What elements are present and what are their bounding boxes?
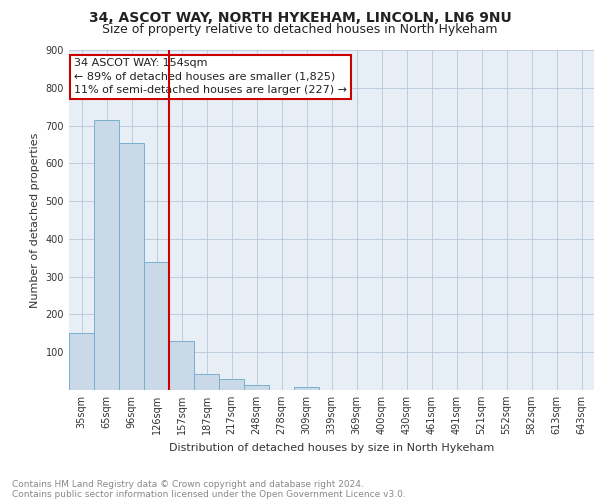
Text: Size of property relative to detached houses in North Hykeham: Size of property relative to detached ho… [102,22,498,36]
Y-axis label: Number of detached properties: Number of detached properties [30,132,40,308]
Text: 34, ASCOT WAY, NORTH HYKEHAM, LINCOLN, LN6 9NU: 34, ASCOT WAY, NORTH HYKEHAM, LINCOLN, L… [89,11,511,25]
Bar [144,262,169,390]
Bar [244,384,269,390]
Bar [194,374,219,390]
Bar [119,142,144,390]
X-axis label: Distribution of detached houses by size in North Hykeham: Distribution of detached houses by size … [169,442,494,452]
Bar [69,334,94,390]
Bar [294,387,319,390]
Bar [219,380,244,390]
Text: 34 ASCOT WAY: 154sqm
← 89% of detached houses are smaller (1,825)
11% of semi-de: 34 ASCOT WAY: 154sqm ← 89% of detached h… [74,58,347,95]
Bar [94,120,119,390]
Bar [169,341,194,390]
Text: Contains HM Land Registry data © Crown copyright and database right 2024.
Contai: Contains HM Land Registry data © Crown c… [12,480,406,499]
